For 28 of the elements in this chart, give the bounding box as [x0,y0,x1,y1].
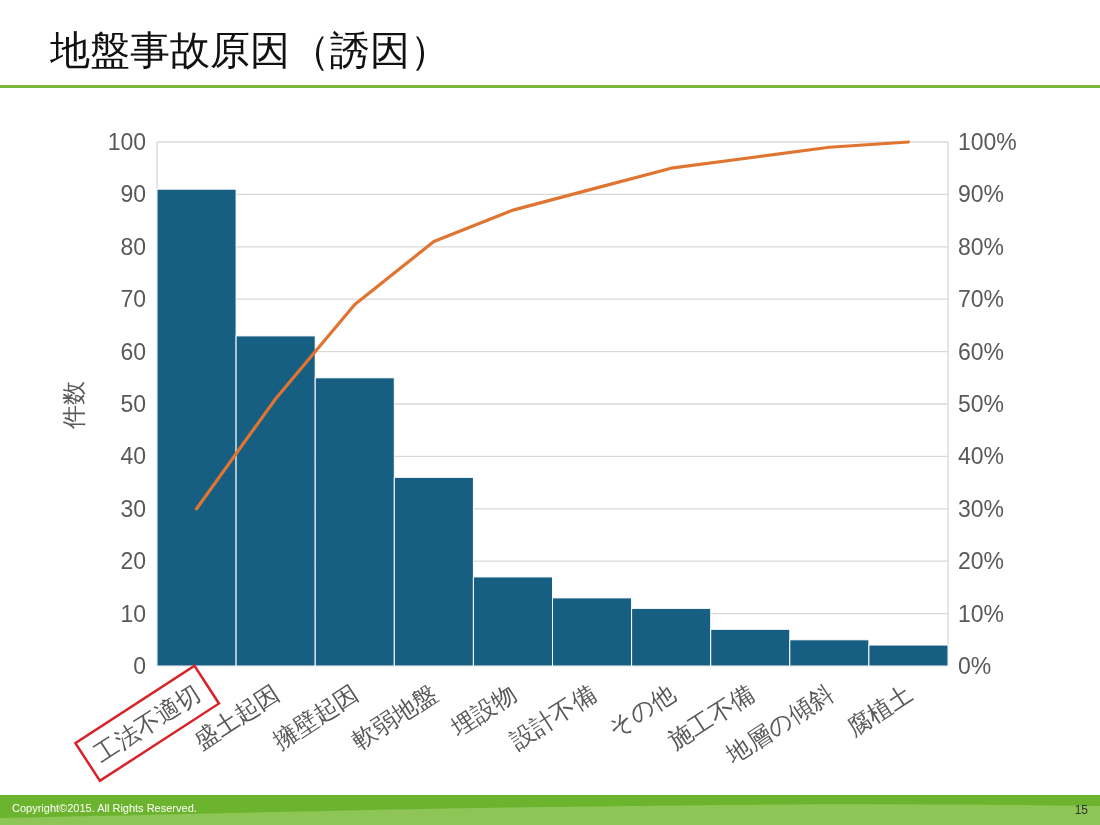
y-tick-label: 50 [120,391,146,417]
y2-tick-label: 60% [958,338,1005,365]
y-tick-label: 80 [120,233,146,260]
y-tick-label: 60 [120,338,146,365]
y-axis-title: 件数 [59,381,87,429]
y2-tick-label: 0% [958,653,992,679]
y-tick-label: 70 [120,286,146,313]
y-tick-label: 100 [107,129,146,155]
y2-tick-label: 100% [958,129,1017,155]
text: 15 [1074,803,1089,817]
y-tick-label: 10 [120,600,146,627]
y2-tick-label: 30% [958,495,1005,522]
y-tick-label: 40 [120,443,146,470]
y2-tick-label: 20% [958,548,1005,575]
y-tick-label: 20 [120,548,146,575]
text: Copyright©2015. All Rights Reserved. [12,802,197,814]
y2-tick-label: 90% [958,181,1005,208]
x-tick-label: 腐植土 [841,679,917,742]
y2-tick-label: 10% [958,600,1005,627]
y2-tick-label: 40% [958,443,1005,470]
line-series [194,140,911,511]
y2-tick-label: 70% [958,286,1005,313]
y2-tick-label: 50% [958,391,1005,417]
y-tick-label: 90 [120,181,146,208]
y-tick-label: 30 [120,495,146,522]
chart-title: 地盤事故原因（誘因） [49,28,450,72]
y-tick-label: 0 [133,653,146,679]
y2-tick-label: 80% [958,233,1005,260]
